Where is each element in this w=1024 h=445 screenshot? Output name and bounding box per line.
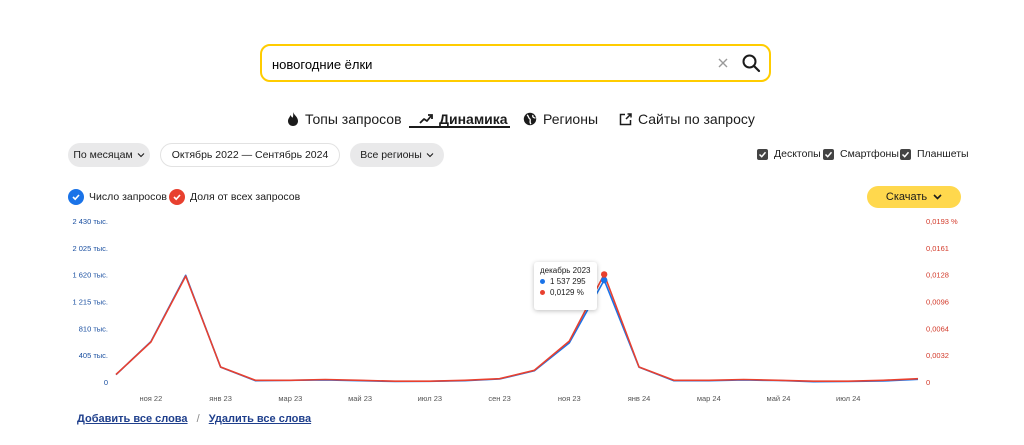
device-checkbox-desktop[interactable]: Десктопы xyxy=(757,147,821,161)
chevron-down-icon xyxy=(933,194,942,200)
series-dot-icon xyxy=(540,279,545,284)
search-input[interactable] xyxy=(272,54,712,74)
tab-regions[interactable]: Регионы xyxy=(523,108,598,130)
chart-tooltip: декабрь 2023 1 537 295 0,0129 % xyxy=(534,262,597,310)
y-left-tick-label: 1 620 тыс. xyxy=(72,271,108,280)
y-right-tick-label: 0,0032 xyxy=(926,351,949,360)
period-label: По месяцам xyxy=(73,149,133,161)
footer-links: Добавить все слова / Удалить все слова xyxy=(77,413,311,425)
checkbox-checked-icon xyxy=(900,148,911,160)
x-tick-label: янв 24 xyxy=(628,394,651,403)
y-right-tick-label: 0,0064 xyxy=(926,324,949,333)
series-line-queries xyxy=(115,274,919,383)
check-circle-icon xyxy=(68,189,84,205)
chevron-down-icon xyxy=(426,153,434,158)
date-range-picker[interactable]: Октябрь 2022 — Сентябрь 2024 xyxy=(160,143,340,167)
y-left-tick-label: 2 025 тыс. xyxy=(72,244,108,253)
remove-all-words-link[interactable]: Удалить все слова xyxy=(208,413,312,425)
line-chart[interactable]: 0 405 тыс. 810 тыс. 1 215 тыс. 1 620 тыс. 2 0… xyxy=(0,210,1024,410)
download-button[interactable]: Скачать xyxy=(867,186,961,208)
tooltip-date: декабрь 2023 xyxy=(540,266,591,275)
separator: / xyxy=(196,413,200,425)
check-circle-icon xyxy=(169,189,185,205)
checkbox-checked-icon xyxy=(823,148,834,160)
x-tick-label: янв 23 xyxy=(209,394,232,403)
date-range-label: Октябрь 2022 — Сентябрь 2024 xyxy=(171,149,329,161)
y-left-tick-label: 810 тыс. xyxy=(79,324,108,333)
y-right-tick-label: 0,0161 xyxy=(926,244,949,253)
tab-top-queries[interactable]: Топы запросов xyxy=(287,108,402,130)
y-left-tick-label: 2 430 тыс. xyxy=(72,217,108,226)
series-line-share xyxy=(115,273,919,382)
tab-label: Динамика xyxy=(439,111,508,127)
y-left-tick-label: 405 тыс. xyxy=(79,351,108,360)
y-right-tick-label: 0,0193 % xyxy=(926,217,958,226)
tab-label: Топы запросов xyxy=(305,111,402,127)
y-right-tick-label: 0 xyxy=(926,378,930,387)
x-tick-label: июл 24 xyxy=(836,394,860,403)
y-left-tick-label: 1 215 тыс. xyxy=(72,298,108,307)
legend-label: Доля от всех запросов xyxy=(190,191,301,203)
region-select[interactable]: Все регионы xyxy=(350,143,444,167)
device-checkbox-smartphone[interactable]: Смартфоны xyxy=(823,147,899,161)
search-icon[interactable] xyxy=(740,52,762,74)
y-left-tick-label: 0 xyxy=(104,378,108,387)
x-tick-label: май 23 xyxy=(348,394,372,403)
checkbox-checked-icon xyxy=(757,148,768,160)
chevron-down-icon xyxy=(137,153,145,158)
legend-label: Число запросов xyxy=(89,191,167,203)
external-link-icon xyxy=(619,112,632,125)
series-dot-icon xyxy=(540,290,545,295)
device-checkbox-tablet[interactable]: Планшеты xyxy=(900,147,969,161)
download-label: Скачать xyxy=(885,191,928,203)
tab-bar: Топы запросов Динамика Регионы Сайты по … xyxy=(0,108,1024,130)
period-select[interactable]: По месяцам xyxy=(68,143,150,167)
device-label: Планшеты xyxy=(917,148,969,160)
x-tick-label: май 24 xyxy=(767,394,791,403)
active-tab-indicator xyxy=(409,126,510,128)
x-tick-label: мар 24 xyxy=(697,394,721,403)
legend-toggle-share[interactable]: Доля от всех запросов xyxy=(169,188,300,206)
region-label: Все регионы xyxy=(360,149,422,161)
x-tick-label: мар 23 xyxy=(278,394,302,403)
tab-label: Регионы xyxy=(543,111,599,127)
fire-icon xyxy=(288,112,298,126)
tooltip-share: 0,0129 % xyxy=(550,288,584,297)
tab-dynamics[interactable]: Динамика xyxy=(419,108,508,130)
trend-icon xyxy=(419,114,433,124)
globe-icon xyxy=(523,112,537,126)
x-tick-label: июл 23 xyxy=(418,394,442,403)
device-label: Десктопы xyxy=(774,148,821,160)
x-tick-label: ноя 22 xyxy=(139,394,162,403)
device-label: Смартфоны xyxy=(840,148,899,160)
x-tick-label: ноя 23 xyxy=(558,394,581,403)
tab-label: Сайты по запросу xyxy=(638,111,755,127)
x-tick-label: сен 23 xyxy=(488,394,511,403)
add-all-words-link[interactable]: Добавить все слова xyxy=(77,413,188,425)
y-right-tick-label: 0,0128 xyxy=(926,271,949,280)
search-box xyxy=(260,44,771,82)
highlight-point-queries xyxy=(600,276,608,284)
tooltip-queries: 1 537 295 xyxy=(550,277,586,286)
clear-icon[interactable] xyxy=(714,52,732,74)
tab-sites[interactable]: Сайты по запросу xyxy=(619,108,755,130)
y-right-tick-label: 0,0096 xyxy=(926,298,949,307)
highlight-point-share xyxy=(600,271,608,278)
legend-toggle-queries[interactable]: Число запросов xyxy=(68,188,167,206)
